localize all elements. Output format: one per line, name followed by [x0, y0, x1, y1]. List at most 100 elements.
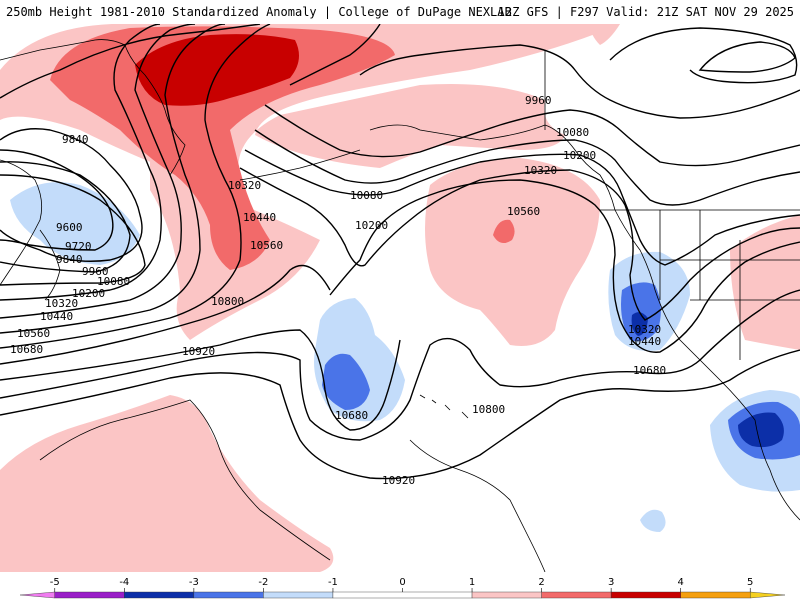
contour-line: [698, 41, 796, 73]
coastlines: [0, 39, 800, 572]
contour-label: 9840: [56, 253, 83, 266]
contour-label: 10200: [355, 219, 388, 232]
contour-line: [0, 174, 146, 286]
colorbar-tick-label: 2: [538, 577, 544, 588]
coastline-alaska: [369, 124, 800, 521]
colorbar-bin: [332, 591, 473, 599]
colorbar-tick-label: 5: [747, 577, 753, 588]
contour-label: 10560: [507, 205, 540, 218]
contour-label: 10080: [556, 126, 589, 139]
contour-label: 10680: [633, 364, 666, 377]
contour-label: 10920: [382, 474, 415, 487]
contour-label: 9600: [56, 221, 83, 234]
contour-line: [0, 24, 271, 349]
anomaly-map: 9840 9600 9720 9840 9960 10080 10200 103…: [0, 24, 800, 572]
coastline-hawaii: [419, 394, 469, 419]
contour-line: [0, 24, 226, 334]
contour-label: 9960: [82, 265, 109, 278]
contour-label: 10320: [628, 323, 661, 336]
colorbar-tick-label: 4: [677, 577, 683, 588]
colorbar: -5 -4 -3 -2 -1 0 1 2 3 4 5: [19, 577, 786, 599]
contour-label: 10560: [250, 239, 283, 252]
contour-label: 10680: [335, 409, 368, 422]
colorbar-tick-label: 0: [399, 577, 405, 588]
contour-line: [0, 349, 800, 480]
colorbar-tick-label: -5: [50, 577, 60, 588]
contour-label: 10080: [97, 275, 130, 288]
colorbar-bin: [193, 591, 264, 599]
negative-anomaly-1-small: [640, 509, 666, 532]
positive-anomaly-1-ne: [590, 24, 620, 45]
negative-anomaly-1-west: [10, 182, 140, 265]
contour-line: [0, 289, 800, 441]
contour-line: [0, 149, 114, 251]
header-bar: 250mb Height 1981-2010 Standardized Anom…: [0, 0, 800, 24]
contour-line: [289, 24, 381, 86]
positive-anomaly-2-north: [50, 26, 395, 271]
coastline-siberia: [0, 39, 186, 176]
colorbar-tick-label: 1: [469, 577, 475, 588]
coastline-australia: [39, 399, 331, 561]
negative-anomaly-2-coast: [621, 282, 661, 342]
colorbar-bin: [541, 591, 612, 599]
contour-line: [0, 329, 401, 431]
contour-line: [329, 179, 800, 353]
colorbar-tick-label: -3: [189, 577, 199, 588]
positive-anomaly-3-core: [135, 34, 299, 106]
colorbar-tick-label: 3: [608, 577, 614, 588]
contour-label: 10320: [45, 297, 78, 310]
run-valid-time: 12Z GFS | F297 Valid: 21Z SAT NOV 29 202…: [497, 5, 794, 19]
contour-label: 10320: [524, 164, 557, 177]
negative-anomaly-3-se: [738, 412, 784, 448]
contour-label: 10200: [563, 149, 596, 162]
contour-label: 10080: [350, 189, 383, 202]
contour-line: [0, 24, 196, 319]
contour-label: 10200: [72, 287, 105, 300]
contour-label: 10440: [628, 335, 661, 348]
colorbar-tick-label: -4: [119, 577, 129, 588]
anomaly-shading: [0, 24, 800, 572]
contour-label: 10800: [211, 295, 244, 308]
positive-anomaly-2-spot: [493, 219, 515, 244]
contour-label: 9840: [62, 133, 89, 146]
contour-line: [244, 149, 800, 266]
map-title: 250mb Height 1981-2010 Standardized Anom…: [6, 5, 512, 19]
coastline-kuril: [39, 229, 61, 301]
colorbar-tick-label: -1: [328, 577, 338, 588]
contour-label: 10320: [228, 179, 261, 192]
colorbar-bin: [19, 591, 55, 599]
contour-line: [0, 264, 331, 365]
contour-label: 9720: [65, 240, 92, 253]
positive-anomaly-1-sw: [0, 395, 334, 572]
contour-label: 10920: [182, 345, 215, 358]
colorbar-bin: [471, 591, 542, 599]
contour-label: 10680: [10, 343, 43, 356]
contour-line: [239, 167, 800, 321]
contour-line: [0, 128, 143, 262]
contour-line: [0, 24, 162, 301]
colorbar-bins: [19, 591, 786, 599]
colorbar-bin: [263, 591, 334, 599]
contour-line: [359, 44, 800, 119]
colorbar-bin: [750, 591, 786, 599]
contour-labels: 9840 9600 9720 9840 9960 10080 10200 103…: [10, 94, 666, 487]
contour-line: [264, 104, 800, 167]
colorbar-bin: [54, 591, 125, 599]
positive-anomaly-1-ridge: [425, 158, 600, 346]
coastline-aleutians: [239, 149, 361, 181]
coastline-mexico: [409, 439, 546, 572]
contour-label: 10800: [472, 403, 505, 416]
contour-label: 9960: [525, 94, 552, 107]
positive-anomaly-1-east: [730, 215, 800, 350]
colorbar-tick-label: -2: [258, 577, 268, 588]
coastline-kamchatka: [0, 159, 43, 286]
contour-line: [0, 24, 261, 99]
colorbar-bin: [124, 591, 195, 599]
contour-label: 10560: [17, 327, 50, 340]
colorbar-ticks: -5 -4 -3 -2 -1 0 1 2 3 4 5: [50, 577, 753, 592]
contour-line: [254, 129, 800, 206]
contour-line: [609, 27, 798, 84]
colorbar-bin: [680, 591, 751, 599]
state-borders: [659, 210, 800, 360]
colorbar-bin: [610, 591, 681, 599]
